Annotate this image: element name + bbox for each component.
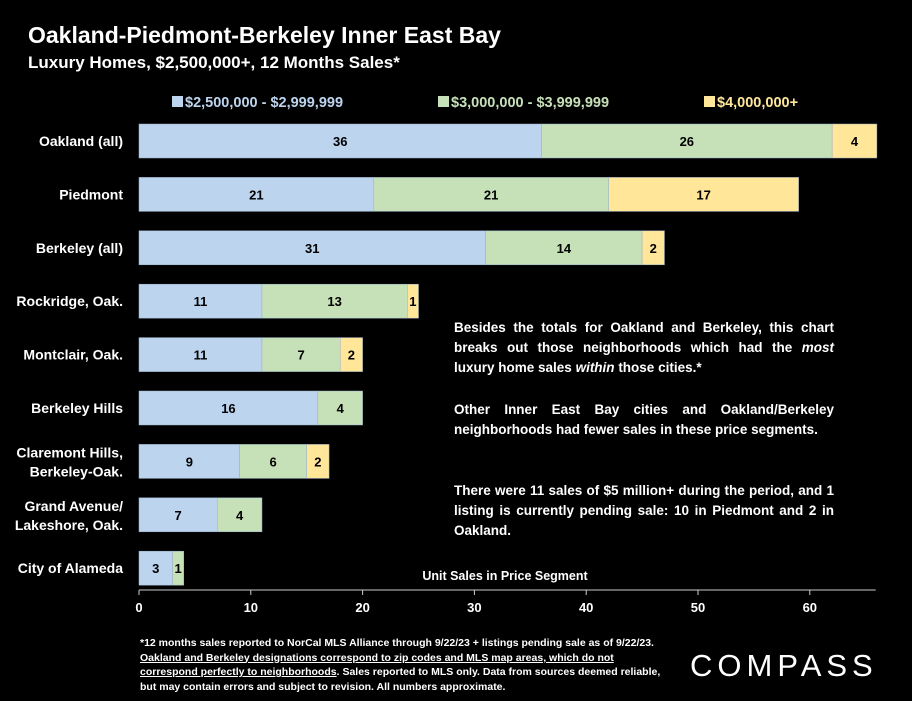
category-label: City of Alameda bbox=[18, 560, 123, 576]
bar-segment bbox=[485, 230, 643, 266]
bar-segment bbox=[407, 283, 419, 319]
bar-segment bbox=[138, 230, 486, 266]
x-axis-title: Unit Sales in Price Segment bbox=[422, 569, 588, 583]
data-label: 7 bbox=[175, 508, 182, 523]
data-label: 1 bbox=[175, 561, 182, 576]
data-label: 21 bbox=[484, 187, 498, 202]
category-label: Montclair, Oak. bbox=[23, 347, 123, 363]
bar-segment bbox=[138, 123, 542, 159]
note-emphasis: within bbox=[575, 360, 615, 375]
note-text: Besides the totals for Oakland and Berke… bbox=[454, 320, 834, 355]
bar-segment bbox=[172, 550, 184, 586]
data-label: 7 bbox=[297, 348, 304, 363]
note-text: those cities.* bbox=[614, 360, 702, 375]
footnote-text: *12 months sales reported to NorCal MLS … bbox=[140, 637, 654, 649]
data-label: 4 bbox=[851, 134, 859, 149]
data-label: 3 bbox=[152, 561, 159, 576]
x-tick-label: 0 bbox=[135, 600, 142, 615]
data-label: 26 bbox=[680, 134, 694, 149]
bar-segment bbox=[138, 497, 218, 533]
bar-segment bbox=[217, 497, 263, 533]
legend-swatch bbox=[438, 96, 449, 107]
x-tick-label: 20 bbox=[355, 600, 369, 615]
footnote-text: . Sales reported to MLS only. Data from … bbox=[140, 666, 661, 693]
data-label: 1 bbox=[409, 294, 416, 309]
footnote: *12 months sales reported to NorCal MLS … bbox=[140, 636, 670, 694]
bar-segment bbox=[138, 337, 263, 372]
note-paragraph-2: Other Inner East Bay cities and Oakland/… bbox=[454, 400, 834, 440]
category-label: Grand Avenue/ bbox=[24, 498, 123, 514]
category-label: Berkeley-Oak. bbox=[30, 463, 123, 479]
legend-label: $2,500,000 - $2,999,999 bbox=[185, 95, 343, 111]
bar-segment bbox=[608, 177, 799, 212]
note-text: Other Inner East Bay cities and Oakland/… bbox=[454, 402, 834, 437]
legend-swatch bbox=[172, 96, 183, 107]
category-label: Piedmont bbox=[59, 186, 123, 202]
legend-label: $4,000,000+ bbox=[717, 95, 798, 111]
data-label: 21 bbox=[249, 187, 263, 202]
bar-segment bbox=[138, 177, 375, 212]
x-tick-label: 40 bbox=[579, 600, 593, 615]
category-label: Berkeley (all) bbox=[36, 240, 123, 256]
category-label: Rockridge, Oak. bbox=[16, 293, 123, 309]
legend-label: $3,000,000 - $3,999,999 bbox=[451, 95, 609, 111]
data-label: 4 bbox=[236, 508, 244, 523]
data-label: 11 bbox=[194, 294, 208, 309]
bar-segment bbox=[261, 337, 341, 372]
x-tick-label: 50 bbox=[691, 600, 705, 615]
bar-segment bbox=[831, 123, 878, 159]
chart-subtitle: Luxury Homes, $2,500,000+, 12 Months Sal… bbox=[28, 53, 400, 72]
data-label: 4 bbox=[337, 401, 345, 416]
note-text: luxury home sales bbox=[454, 360, 576, 375]
bar-segment bbox=[541, 123, 833, 159]
data-label: 2 bbox=[314, 454, 321, 469]
note-paragraph-1: Besides the totals for Oakland and Berke… bbox=[454, 318, 834, 378]
data-label: 6 bbox=[270, 454, 277, 469]
category-label: Claremont Hills, bbox=[16, 444, 123, 460]
bar-segment bbox=[641, 230, 665, 266]
category-label: Oakland (all) bbox=[39, 133, 123, 149]
x-tick-label: 10 bbox=[244, 600, 258, 615]
bar-segment bbox=[138, 283, 263, 319]
data-label: 2 bbox=[348, 348, 355, 363]
data-label: 9 bbox=[186, 454, 193, 469]
bar-segment bbox=[138, 444, 240, 479]
bar-segment bbox=[339, 337, 363, 372]
data-label: 16 bbox=[221, 401, 235, 416]
footnote-underlined-text: Oakland and Berkeley designations corres… bbox=[140, 651, 614, 679]
legend-swatch bbox=[704, 96, 715, 107]
note-text: There were 11 sales of $5 million+ durin… bbox=[454, 483, 834, 538]
data-label: 36 bbox=[333, 134, 347, 149]
bar-segment bbox=[261, 283, 408, 319]
bar-segment bbox=[373, 177, 609, 212]
bar-segment bbox=[239, 444, 307, 479]
category-label: Berkeley Hills bbox=[31, 400, 123, 416]
category-label: Lakeshore, Oak. bbox=[15, 517, 123, 533]
x-tick-label: 60 bbox=[803, 600, 817, 615]
bar-segment bbox=[138, 550, 173, 586]
data-label: 17 bbox=[696, 187, 710, 202]
data-label: 11 bbox=[194, 348, 208, 363]
bar-segment bbox=[317, 390, 363, 426]
note-emphasis: most bbox=[801, 340, 834, 355]
x-tick-label: 30 bbox=[467, 600, 481, 615]
bar-segment bbox=[306, 444, 330, 479]
data-label: 13 bbox=[327, 294, 341, 309]
chart-title: Oakland-Piedmont-Berkeley Inner East Bay bbox=[28, 22, 501, 48]
compass-logo: COMPASS bbox=[690, 648, 878, 683]
note-paragraph-3: There were 11 sales of $5 million+ durin… bbox=[454, 481, 834, 541]
data-label: 2 bbox=[650, 241, 657, 256]
data-label: 31 bbox=[305, 241, 319, 256]
data-label: 14 bbox=[557, 241, 572, 256]
